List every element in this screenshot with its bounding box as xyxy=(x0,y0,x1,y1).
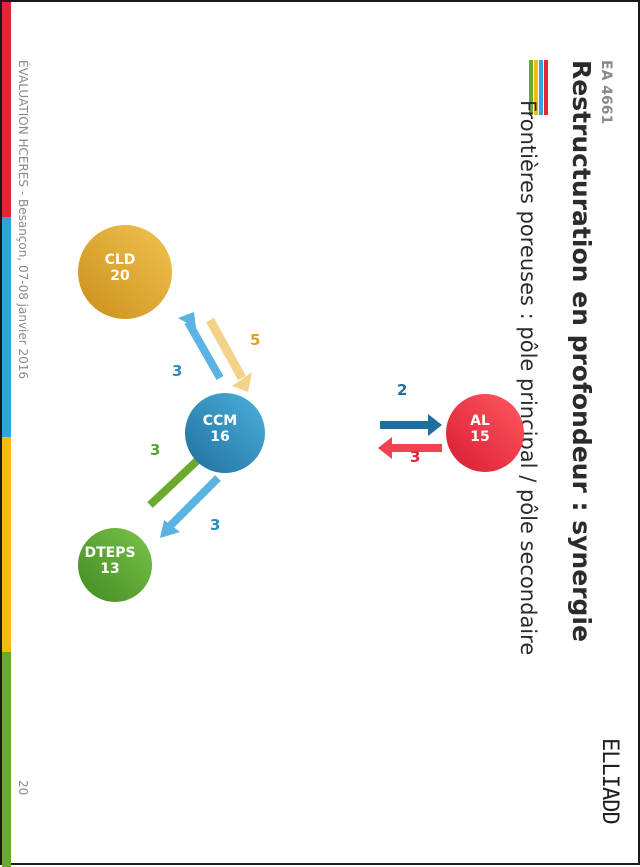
node-ccm: CCM 16 xyxy=(185,393,265,473)
node-ccm-name: CCM xyxy=(203,413,237,429)
node-dteps: DTEPS 13 xyxy=(78,528,152,602)
edge-label-ccm-to-cld: 3 xyxy=(172,362,182,380)
node-cld-name: CLD xyxy=(105,252,136,268)
node-dteps-name: DTEPS xyxy=(84,545,135,561)
edge-cld-to-ccm xyxy=(206,317,252,392)
edge-ccm-to-dteps xyxy=(160,475,221,538)
edge-al-to-ccm xyxy=(378,437,442,459)
node-al-name: AL xyxy=(470,413,490,429)
color-strip-yellow xyxy=(2,437,11,652)
edge-label-ccm-to-al: 2 xyxy=(397,381,407,399)
page-number: 20 xyxy=(16,780,30,796)
node-al-value: 15 xyxy=(470,429,489,445)
edge-label-dteps-to-ccm: 3 xyxy=(150,441,160,459)
edge-label-cld-to-ccm: 5 xyxy=(250,331,260,349)
node-dteps-value: 13 xyxy=(100,561,119,577)
edge-label-ccm-to-dteps: 3 xyxy=(210,516,220,534)
edge-ccm-to-al xyxy=(380,414,442,436)
footer-text: ÉVALUATION HCERES - Besançon, 07-08 janv… xyxy=(16,60,30,380)
edge-ccm-to-cld xyxy=(178,312,224,380)
node-cld: CLD 20 xyxy=(78,225,172,319)
color-strip-red xyxy=(2,2,11,217)
node-cld-value: 20 xyxy=(110,268,130,284)
color-strip-blue xyxy=(2,217,11,437)
node-ccm-value: 16 xyxy=(210,429,229,445)
edge-label-al-to-ccm: 3 xyxy=(410,448,420,466)
color-strip-green xyxy=(2,652,11,867)
node-al: AL 15 xyxy=(446,394,524,472)
